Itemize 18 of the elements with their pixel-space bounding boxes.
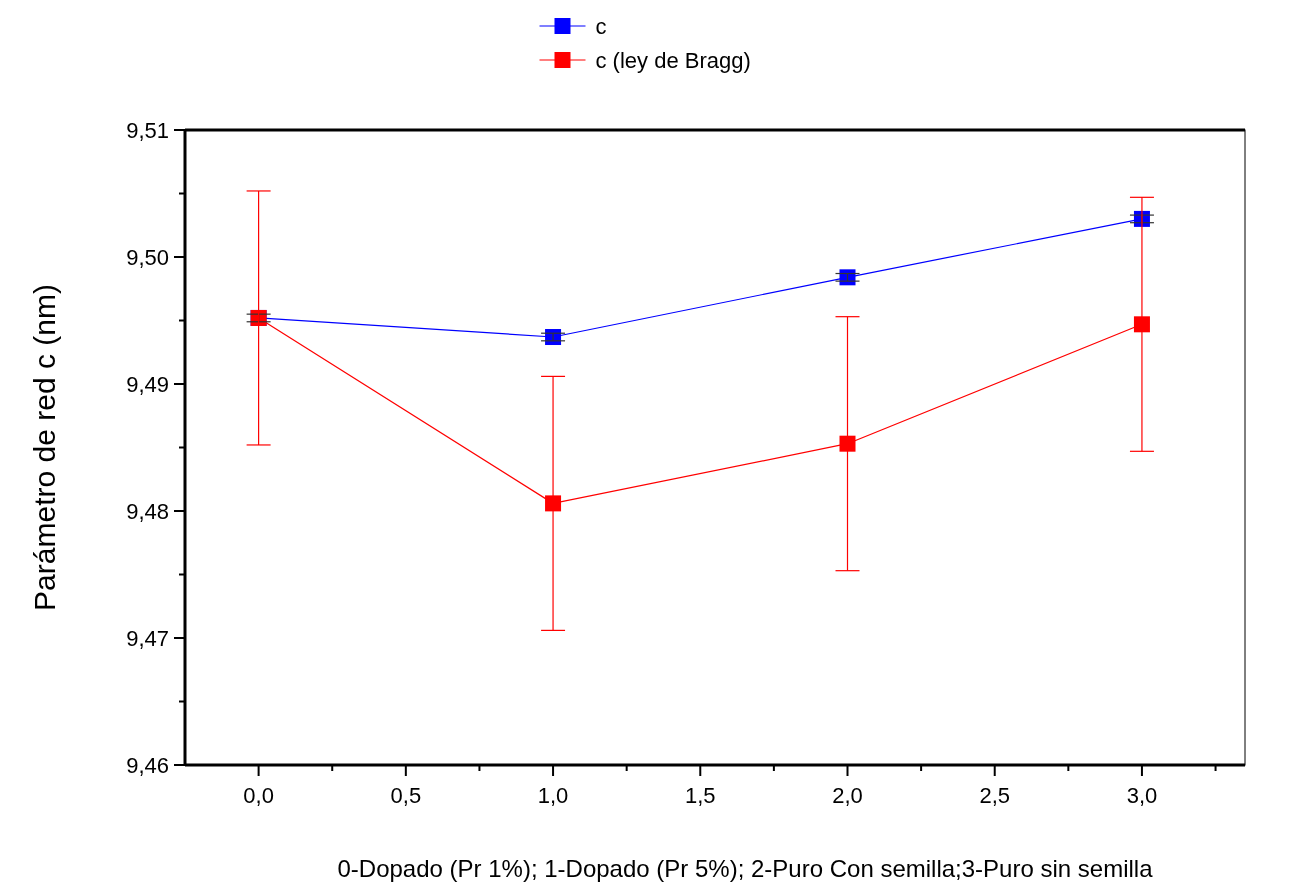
x-tick-label: 2,5 — [979, 783, 1011, 808]
legend-label: c (ley de Bragg) — [595, 47, 751, 73]
y-tick-label: 9,46 — [126, 752, 169, 778]
y-tick-label: 9,49 — [126, 371, 169, 397]
x-axis-title: 0-Dopado (Pr 1%); 1-Dopado (Pr 5%); 2-Puro Con semilla;3-Puro sin semilla — [337, 855, 1154, 882]
x-tick-label: 0,0 — [243, 783, 274, 808]
x-tick-label: 2,0 — [832, 783, 863, 808]
y-tick-label: 9,47 — [126, 625, 169, 651]
y-tick-label: 9,50 — [126, 244, 169, 270]
y-tick-label: 9,48 — [126, 498, 169, 524]
x-tick-label: 0,5 — [390, 783, 422, 808]
x-tick-label: 1,0 — [537, 783, 569, 808]
x-tick-label: 1,5 — [684, 783, 716, 808]
x-tick-label: 3,0 — [1126, 783, 1158, 808]
point — [839, 435, 856, 452]
legend-label: c — [595, 13, 607, 39]
y-axis-title: Parámetro de red c (nm) — [28, 284, 61, 611]
y-tick-label: 9,51 — [126, 117, 169, 143]
